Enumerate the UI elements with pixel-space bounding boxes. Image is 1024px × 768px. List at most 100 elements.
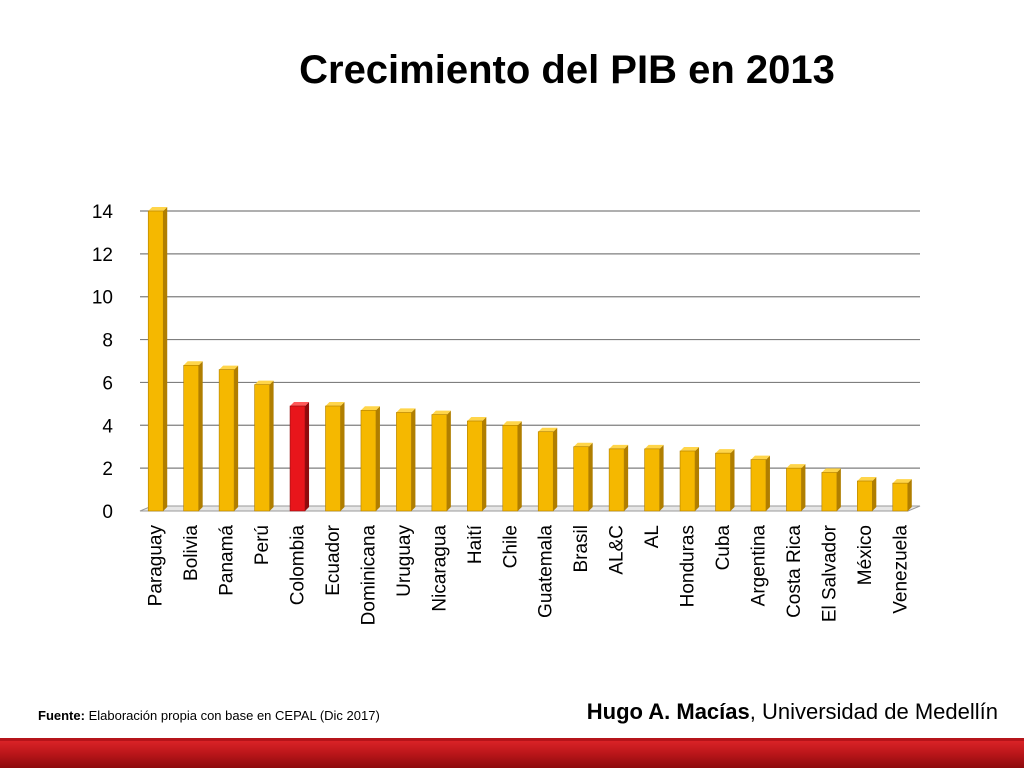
source-label: Fuente: <box>38 708 85 723</box>
bar-side <box>234 365 239 511</box>
x-tick-label: Cuba <box>713 525 734 571</box>
bar-top <box>715 449 735 454</box>
bar-side <box>553 427 558 511</box>
x-tick-label: Panamá <box>217 525 238 596</box>
bar-top <box>148 207 168 211</box>
bar-side <box>588 442 593 511</box>
author-credit: Hugo A. Macías, Universidad de Medellín <box>587 699 998 725</box>
bar-top <box>750 455 770 460</box>
y-tick-label: 6 <box>102 373 113 394</box>
bar-top <box>183 361 203 366</box>
bar-side <box>695 447 700 511</box>
x-tick-label: Uruguay <box>394 525 415 597</box>
bar-side <box>765 455 770 511</box>
bar-front <box>183 364 199 512</box>
bar-costa-rica <box>786 464 806 512</box>
bar-ecuador <box>325 402 345 512</box>
bar-el-salvador <box>821 468 841 512</box>
bar-side <box>907 479 912 511</box>
bar-side <box>624 444 629 511</box>
slide-title: Crecimiento del PIB en 2013 <box>299 48 835 92</box>
bar-top <box>644 444 664 449</box>
y-tick-label: 4 <box>102 416 113 437</box>
bar-side <box>482 417 487 511</box>
bar-front <box>821 472 838 512</box>
bar-side <box>305 402 310 511</box>
bar-side <box>163 207 168 511</box>
bar-top <box>609 444 629 449</box>
bar-front <box>147 210 164 512</box>
bar-uruguay <box>396 408 416 512</box>
bar-guatemala <box>537 427 558 512</box>
bar-side <box>269 380 274 511</box>
bar-top <box>502 421 522 426</box>
footer-bar <box>0 738 1024 768</box>
bar-chile <box>502 421 522 512</box>
chart-bars <box>147 207 912 512</box>
bar-top <box>431 410 451 415</box>
bar-al-c <box>608 444 629 512</box>
x-tick-label: Honduras <box>678 525 699 607</box>
bar-top <box>467 417 487 421</box>
bar-front <box>325 405 341 512</box>
bar-top <box>254 380 274 385</box>
bar-top <box>360 406 380 411</box>
bar-side <box>659 444 664 511</box>
y-tick-label: 14 <box>92 202 114 223</box>
bar-top <box>786 464 806 469</box>
bar-top <box>573 442 593 447</box>
bar-front <box>289 405 306 512</box>
x-tick-label: Colombia <box>288 525 309 606</box>
x-tick-label: Haití <box>465 524 486 564</box>
x-tick-label: AL&C <box>607 525 628 575</box>
x-tick-label: Guatemala <box>536 525 557 618</box>
bar-side <box>446 410 451 511</box>
x-tick-label: Perú <box>252 525 273 565</box>
bar-front <box>679 450 696 512</box>
y-tick-label: 12 <box>92 245 113 266</box>
x-tick-label: Chile <box>500 525 521 568</box>
bar-front <box>786 467 802 512</box>
bar-top <box>325 402 345 406</box>
x-tick-label: AL <box>642 525 663 548</box>
bar-dominicana <box>360 406 380 512</box>
bar-front <box>573 446 589 512</box>
bar-cuba <box>715 449 735 512</box>
x-axis-tick-labels: Paraguay Bolivia Panamá Perú Colombia Ecuador… <box>146 524 912 625</box>
bar-side <box>517 421 522 511</box>
x-tick-label: Venezuela <box>890 525 911 614</box>
bar-top <box>219 365 239 370</box>
bar-front <box>537 431 554 512</box>
bar-per- <box>254 380 274 512</box>
bar-front <box>396 412 412 512</box>
x-tick-label: Dominicana <box>358 525 379 626</box>
y-tick-label: 10 <box>92 288 113 309</box>
bar-front <box>502 424 519 512</box>
x-tick-label: Bolivia <box>181 525 202 581</box>
bar-front <box>431 414 448 512</box>
y-axis-tick-labels: 0 2 4 6 8 10 12 14 <box>92 202 114 523</box>
bar-front <box>218 369 235 512</box>
bar-top <box>290 402 310 406</box>
source-text: Elaboración propia con base en CEPAL (Di… <box>84 708 380 723</box>
y-tick-label: 0 <box>102 502 113 523</box>
bar-bolivia <box>183 361 203 512</box>
bar-side <box>836 468 841 511</box>
bar-side <box>730 449 735 511</box>
x-tick-label: Paraguay <box>146 525 167 607</box>
x-tick-label: El Salvador <box>819 524 840 622</box>
bar-honduras <box>679 447 700 512</box>
bar-side <box>872 477 877 511</box>
y-tick-label: 2 <box>102 459 113 480</box>
bar-chart: 0 2 4 6 8 10 12 14 Paraguay Bolivia Panamá Perú Col… <box>92 202 921 625</box>
x-tick-label: Brasil <box>571 525 592 573</box>
bar-side <box>411 408 416 511</box>
bar-top <box>892 479 912 484</box>
x-tick-label: Argentina <box>748 525 769 607</box>
x-tick-label: Ecuador <box>323 524 344 595</box>
bar-top <box>857 477 877 481</box>
author-name: Hugo A. Macías <box>586 699 750 724</box>
source-note: Fuente: Elaboración propia con base en C… <box>38 708 380 723</box>
bar-top <box>821 468 841 473</box>
bar-front <box>892 482 909 512</box>
